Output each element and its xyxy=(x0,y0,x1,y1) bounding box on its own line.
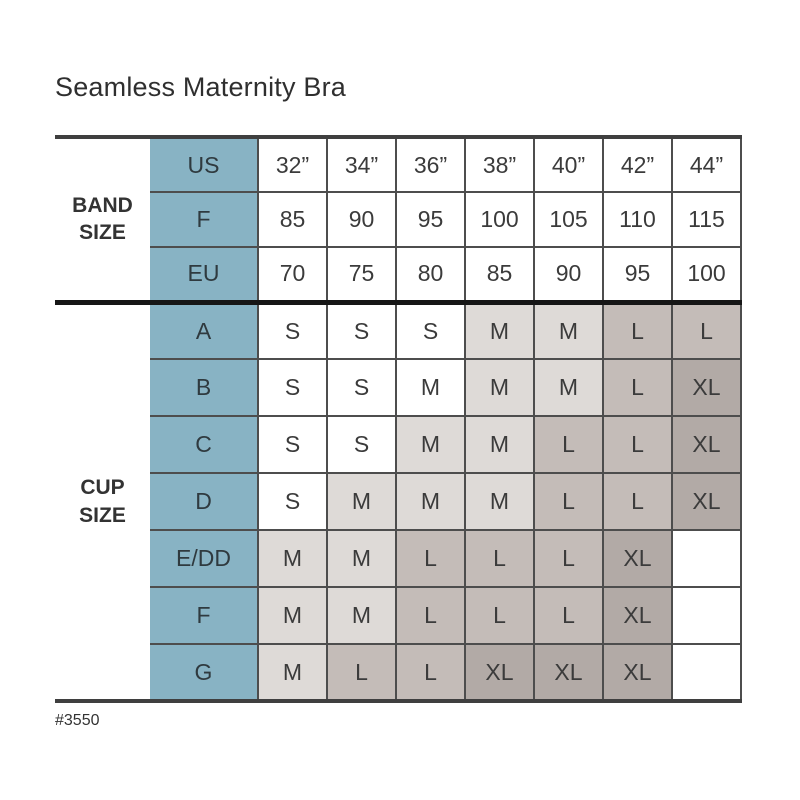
cup-size-cell: L xyxy=(395,586,466,645)
band-size-cell: 80 xyxy=(395,246,466,303)
band-size-cell: 42” xyxy=(602,135,673,193)
cup-size-cell: S xyxy=(257,472,328,531)
cup-size-cell xyxy=(671,529,742,588)
cup-row: C S S M M L L XL xyxy=(55,415,742,474)
cup-size-cell: XL xyxy=(533,643,604,703)
cup-size-cell: M xyxy=(464,415,535,474)
band-size-cell: 90 xyxy=(326,191,397,248)
cup-size-cell: L xyxy=(464,586,535,645)
band-size-cell: 105 xyxy=(533,191,604,248)
cup-size-cell: S xyxy=(257,299,328,360)
cup-row: E/DD M M L L L XL xyxy=(55,529,742,588)
cup-size-cell: S xyxy=(326,358,397,417)
band-size-cell: 75 xyxy=(326,246,397,303)
band-size-section-label: BAND SIZE xyxy=(55,135,150,302)
cup-row: G M L L XL XL XL xyxy=(55,643,742,703)
cup-size-cell: M xyxy=(533,299,604,360)
band-size-cell: 36” xyxy=(395,135,466,193)
band-row: EU 70 75 80 85 90 95 100 xyxy=(55,246,742,303)
cup-size-cell: L xyxy=(602,472,673,531)
band-size-cell: 70 xyxy=(257,246,328,303)
item-number: #3550 xyxy=(55,712,100,729)
cup-size-cell: L xyxy=(533,529,604,588)
cup-size-cell: M xyxy=(464,472,535,531)
cup-size-cell: L xyxy=(671,299,742,360)
cup-size-cell: L xyxy=(395,529,466,588)
cup-size-cell: M xyxy=(464,299,535,360)
cup-row: F M M L L L XL xyxy=(55,586,742,645)
band-size-cell: 100 xyxy=(464,191,535,248)
band-size-cell: 90 xyxy=(533,246,604,303)
cup-row: B S S M M M L XL xyxy=(55,358,742,417)
cup-row-label: A xyxy=(150,299,259,360)
cup-size-cell: XL xyxy=(602,586,673,645)
cup-size-cell: XL xyxy=(602,643,673,703)
cup-size-cell: M xyxy=(395,358,466,417)
cup-size-cell: M xyxy=(533,358,604,417)
cup-size-cell: L xyxy=(533,586,604,645)
cup-size-cell: M xyxy=(395,415,466,474)
cup-size-cell: S xyxy=(326,299,397,360)
cup-row: D S M M M L L XL xyxy=(55,472,742,531)
cup-size-section-label: CUP SIZE xyxy=(55,299,150,703)
cup-size-cell: L xyxy=(602,358,673,417)
cup-size-cell: XL xyxy=(602,529,673,588)
cup-size-cell: L xyxy=(533,415,604,474)
cup-size-cell: L xyxy=(464,529,535,588)
cup-size-cell: L xyxy=(395,643,466,703)
band-size-cell: 32” xyxy=(257,135,328,193)
cup-size-cell xyxy=(671,643,742,703)
cup-size-cell: L xyxy=(602,415,673,474)
cup-size-cell: S xyxy=(257,358,328,417)
band-size-cell: 95 xyxy=(602,246,673,303)
band-size-cell: 95 xyxy=(395,191,466,248)
band-size-cell: 85 xyxy=(257,191,328,248)
cup-size-cell: M xyxy=(395,472,466,531)
cup-size-cell: M xyxy=(464,358,535,417)
size-chart-body: BAND SIZE US 32” 34” 36” 38” 40” 42” 44” F 85 90 95 1… xyxy=(55,135,742,703)
cup-size-cell: M xyxy=(257,529,328,588)
cup-row-label: C xyxy=(150,415,259,474)
band-size-cell: 40” xyxy=(533,135,604,193)
cup-size-cell: M xyxy=(326,472,397,531)
cup-size-cell: XL xyxy=(464,643,535,703)
band-row-label: US xyxy=(150,135,259,193)
cup-row-label: E/DD xyxy=(150,529,259,588)
cup-size-cell xyxy=(671,586,742,645)
band-row-label: EU xyxy=(150,246,259,303)
cup-size-cell: M xyxy=(257,586,328,645)
band-size-cell: 115 xyxy=(671,191,742,248)
cup-size-cell: M xyxy=(257,643,328,703)
band-row-label: F xyxy=(150,191,259,248)
band-row: BAND SIZE US 32” 34” 36” 38” 40” 42” 44” xyxy=(55,135,742,302)
cup-row-label: F xyxy=(150,586,259,645)
cup-size-cell: M xyxy=(326,586,397,645)
band-size-cell: 110 xyxy=(602,191,673,248)
cup-row-label: B xyxy=(150,358,259,417)
cup-size-cell: S xyxy=(395,299,466,360)
cup-size-cell: S xyxy=(326,415,397,474)
cup-size-cell: XL xyxy=(671,358,742,417)
band-size-cell: 34” xyxy=(326,135,397,193)
size-chart-table: BAND SIZE US 32” 34” 36” 38” 40” 42” 44” F 85 90 95 1… xyxy=(55,135,742,703)
page-title: Seamless Maternity Bra xyxy=(55,72,346,102)
band-row: F 85 90 95 100 105 110 115 xyxy=(55,191,742,248)
cup-size-cell: XL xyxy=(671,415,742,474)
band-size-cell: 38” xyxy=(464,135,535,193)
band-size-cell: 44” xyxy=(671,135,742,193)
cup-row: CUP SIZE A S S S M M L L xyxy=(55,299,742,703)
cup-size-cell: M xyxy=(326,529,397,588)
cup-size-cell: L xyxy=(602,299,673,360)
cup-size-cell: L xyxy=(326,643,397,703)
cup-row-label: D xyxy=(150,472,259,531)
band-size-cell: 85 xyxy=(464,246,535,303)
cup-size-cell: XL xyxy=(671,472,742,531)
cup-size-cell: S xyxy=(257,415,328,474)
cup-row-label: G xyxy=(150,643,259,703)
band-size-cell: 100 xyxy=(671,246,742,303)
cup-size-cell: L xyxy=(533,472,604,531)
